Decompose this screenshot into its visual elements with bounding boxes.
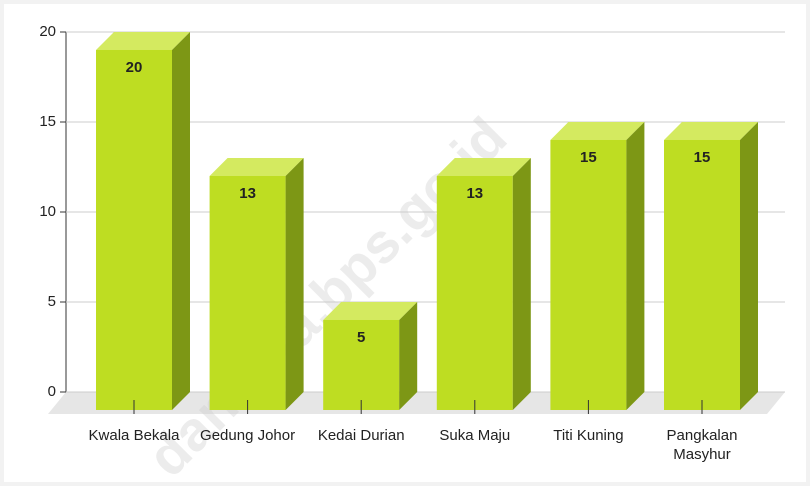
bar-front [209, 176, 286, 410]
y-tick-label: 15 [39, 113, 56, 130]
x-tick-label: Kwala Bekala [89, 427, 181, 444]
y-tick-label: 5 [48, 293, 56, 310]
y-tick-label: 0 [48, 383, 56, 400]
bar-top [96, 32, 190, 50]
bar-side [399, 302, 418, 410]
bar-side [626, 122, 645, 410]
bar [209, 158, 304, 410]
x-tick-label: Suka Maju [439, 427, 510, 444]
bar-front [96, 50, 172, 410]
value-label: 13 [466, 185, 483, 202]
bar-side [285, 158, 304, 410]
bar-front [436, 176, 513, 410]
value-label: 13 [239, 185, 256, 202]
bar [96, 32, 190, 410]
bar [323, 302, 418, 410]
bar-top [209, 158, 304, 176]
bar-top [664, 122, 758, 140]
bar [436, 158, 531, 410]
bar-top [436, 158, 531, 176]
bar-top [550, 122, 645, 140]
x-tick-label: Gedung Johor [200, 427, 295, 444]
bar-side [740, 122, 758, 410]
bar-side [512, 158, 531, 410]
bar [550, 122, 645, 410]
y-tick-label: 20 [39, 23, 56, 40]
bar-side [172, 32, 190, 410]
value-label: 5 [357, 329, 365, 346]
bar [664, 122, 758, 410]
y-tick-label: 10 [39, 203, 56, 220]
bar-front [550, 140, 627, 410]
bar-top [323, 302, 418, 320]
x-tick-label: Pangkalan Masyhur [667, 427, 738, 463]
value-label: 15 [694, 149, 711, 166]
value-label: 20 [126, 59, 143, 76]
bar-front [323, 320, 400, 410]
bar-front [664, 140, 740, 410]
x-tick-label: Kedai Durian [318, 427, 405, 444]
x-tick-label: Titi Kuning [553, 427, 623, 444]
value-label: 15 [580, 149, 597, 166]
